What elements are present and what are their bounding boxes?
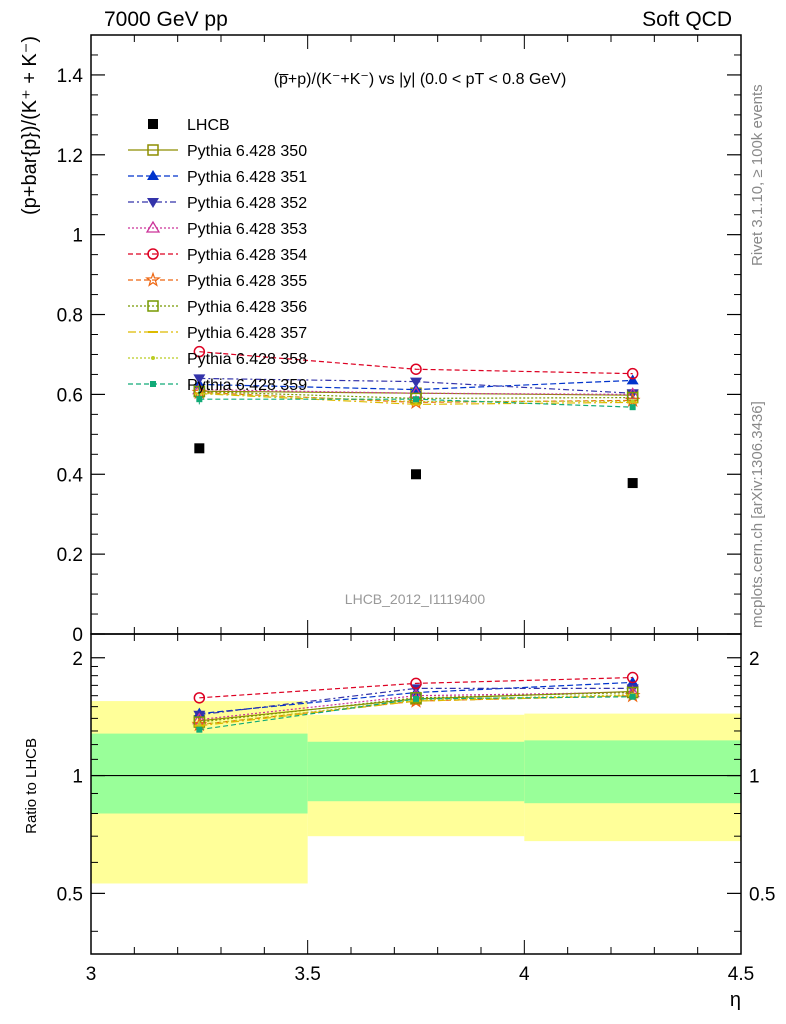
series-point [410, 363, 422, 375]
legend-marker [147, 170, 159, 180]
series-ratio-point [193, 710, 206, 721]
series-1 [193, 385, 639, 727]
series-line [199, 377, 633, 394]
ratio-plot-frame [90, 633, 742, 955]
series-point [413, 396, 419, 403]
y-axis-label: (p+bar{p})/(K⁺ + K⁻) [19, 36, 41, 215]
series-4 [192, 382, 640, 725]
ratio-y-tick-label-left: 2 [72, 649, 83, 670]
y-tick-label: 0.8 [57, 306, 83, 327]
y-tick-label: 1.4 [57, 66, 84, 87]
series-point [630, 399, 635, 404]
series-ratio-line [199, 687, 633, 716]
ratio-y-tick-label-left: 1 [72, 767, 83, 788]
legend-marker [145, 271, 161, 287]
series-ratio-point [626, 676, 639, 687]
y-tick-label: 0.6 [57, 385, 83, 406]
legend-marker [147, 144, 159, 156]
axis-ticks: 0 0.2 0.4 0.6 0.8 1 1.2 1.4 3 3.5 4 4.5 0.5 0.5 1 1 2 2 [57, 35, 775, 985]
y-tick-label: 1 [72, 226, 83, 247]
x-axis-label: η [730, 989, 741, 1011]
data-point [627, 478, 638, 489]
series-point [629, 404, 636, 411]
legend-marker [145, 220, 161, 233]
series-point [625, 387, 640, 400]
data-point [411, 469, 421, 480]
series-8 [194, 392, 638, 727]
ratio-y-tick-label-right: 0.5 [749, 884, 775, 905]
x-tick-label: 4 [519, 964, 530, 985]
series-10 [196, 396, 636, 733]
energy-label: 7000 GeV pp [104, 8, 228, 31]
series-9 [197, 391, 635, 727]
series-line [199, 351, 633, 375]
legend-label: Pythia 6.428 353 [187, 221, 307, 238]
ratio-y-tick-label-right: 1 [749, 767, 760, 788]
legend-label: Pythia 6.428 351 [187, 169, 307, 186]
series-7 [193, 385, 639, 728]
y-tick-label: 0.2 [57, 545, 83, 566]
ratio-band-inner [524, 740, 741, 804]
legend-label-data: LHCB [187, 117, 230, 134]
series-point [626, 374, 639, 385]
legend-label: Pythia 6.428 350 [187, 143, 307, 160]
series-ratio-line [199, 691, 633, 723]
series-2 [193, 374, 639, 718]
ratio-uncertainty-bands [91, 701, 741, 884]
legend-label: Pythia 6.428 356 [187, 299, 307, 316]
series-ratio-point [626, 671, 639, 684]
process-label: Soft QCD [642, 8, 732, 31]
series-point [193, 374, 206, 385]
legend-marker [150, 381, 156, 387]
legend-label: Pythia 6.428 357 [187, 325, 307, 342]
series-ratio-point [410, 677, 422, 690]
x-tick-label: 3.5 [294, 964, 320, 985]
x-tick-label: 3 [86, 964, 97, 985]
plot-title: (p̅+p)/(K⁻+K⁻) vs |y| (0.0 < pT < 0.8 Ge… [274, 71, 567, 88]
ratio-band-inner [91, 733, 308, 814]
legend-label: Pythia 6.428 355 [187, 273, 307, 290]
ratio-y-axis-label: Ratio to LHCB [23, 738, 40, 834]
legend-label: Pythia 6.428 358 [187, 351, 307, 368]
legend-label: Pythia 6.428 352 [187, 195, 307, 212]
series-ratio-point [196, 726, 203, 733]
series-5 [193, 345, 639, 704]
series-ratio-point [629, 693, 636, 700]
x-tick-label: 4.5 [728, 964, 754, 985]
series-ratio-point [197, 722, 202, 727]
data-point [194, 443, 205, 454]
ratio-y-tick-label-right: 2 [749, 649, 760, 670]
series-ratio-point [410, 692, 422, 704]
y-tick-label: 0 [72, 625, 83, 646]
series-layer [191, 345, 641, 733]
y-tick-label: 1.2 [57, 146, 83, 167]
series-point [626, 367, 639, 380]
series-point [410, 377, 422, 388]
data-series [194, 443, 638, 489]
series-3 [193, 374, 639, 721]
ratio-band-inner [307, 741, 525, 802]
legend-label: Pythia 6.428 359 [187, 377, 307, 394]
series-ratio-point [193, 692, 206, 704]
legend-marker [147, 198, 159, 208]
legend-marker [147, 248, 159, 260]
series-ratio-line [199, 676, 633, 699]
series-ratio-point [413, 695, 419, 702]
legend-marker [151, 356, 155, 360]
legend: LHCB Pythia 6.428 350 Pythia 6.428 351 Pyth… [128, 117, 307, 394]
legend-label: Pythia 6.428 354 [187, 247, 307, 264]
y-tick-label: 0.4 [57, 465, 84, 486]
series-point [193, 345, 206, 358]
ratio-y-tick-label-left: 0.5 [57, 884, 83, 905]
legend-marker [147, 300, 159, 312]
legend-marker-data [148, 119, 158, 129]
watermark: LHCB_2012_I1119400 [345, 591, 486, 607]
series-ratio-line [199, 694, 633, 726]
